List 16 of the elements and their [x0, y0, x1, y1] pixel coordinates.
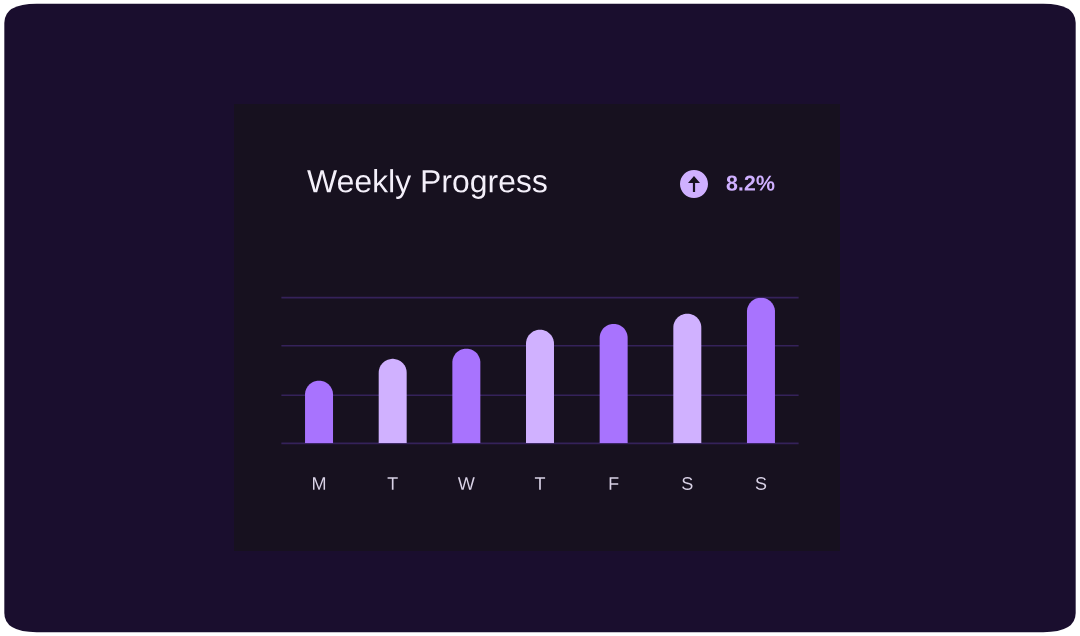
- bar: [673, 313, 702, 444]
- bar: [305, 380, 334, 444]
- x-tick-label: S: [755, 477, 767, 490]
- bar: [746, 297, 775, 444]
- bar: [599, 323, 628, 444]
- chart-title: Weekly Progress: [307, 169, 547, 199]
- x-tick-label: S: [682, 477, 693, 490]
- x-tick-label: T: [534, 477, 546, 490]
- bar: [378, 358, 407, 444]
- x-tick-label: M: [312, 477, 326, 490]
- text: 8.2%: [726, 175, 775, 191]
- bar: [526, 329, 554, 444]
- bar: [452, 348, 481, 444]
- x-tick-label: W: [457, 477, 475, 490]
- x-tick-label: T: [387, 477, 398, 490]
- x-tick-label: F: [609, 477, 619, 490]
